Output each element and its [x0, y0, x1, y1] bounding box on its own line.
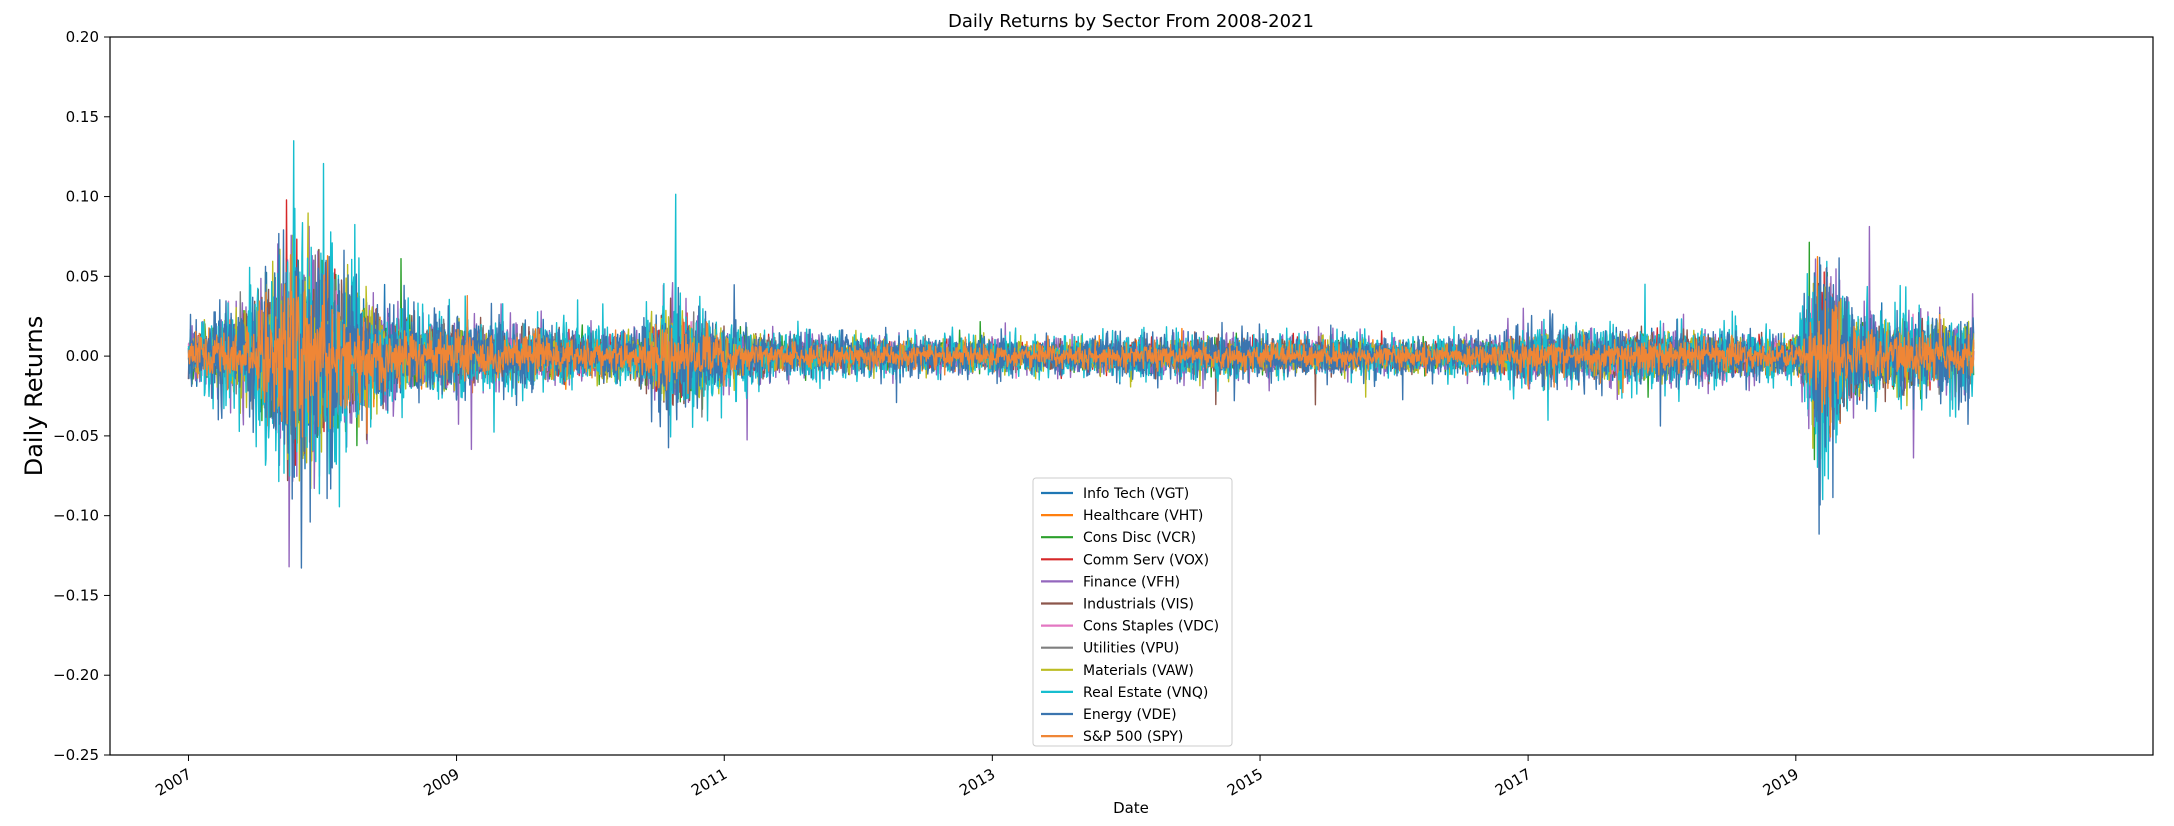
y-tick-label: −0.25	[53, 746, 99, 764]
legend-label: Industrials (VIS)	[1083, 597, 1194, 613]
series-line	[187, 254, 1975, 438]
x-tick-label: 2009	[420, 765, 462, 800]
x-axis: 2007 2009 2011 2013 2015 2017 2019	[152, 755, 1802, 800]
y-axis: 0.20 0.15 0.10 0.05 0.00 −0.05 −0.10 −0.15 −0.20…	[53, 28, 110, 764]
legend-label: Healthcare (VHT)	[1083, 508, 1203, 524]
legend: Info Tech (VGT) Healthcare (VHT) Cons Disc…	[1032, 477, 1233, 747]
legend-label: S&P 500 (SPY)	[1083, 729, 1183, 745]
y-tick-label: −0.20	[53, 666, 99, 684]
y-tick-label: 0.15	[66, 108, 99, 126]
x-tick-label: 2017	[1492, 765, 1534, 800]
legend-label: Comm Serv (VOX)	[1083, 552, 1209, 568]
legend-items: Info Tech (VGT) Healthcare (VHT) Cons Disc…	[1041, 486, 1219, 745]
y-axis-title: Daily Returns	[20, 316, 48, 477]
x-tick-label: 2011	[688, 765, 730, 800]
x-tick-label: 2019	[1760, 765, 1802, 800]
y-tick-label: 0.20	[66, 28, 99, 46]
y-tick-label: 0.00	[66, 347, 99, 365]
legend-label: Utilities (VPU)	[1083, 641, 1179, 657]
legend-box	[1032, 477, 1233, 747]
y-tick-label: 0.10	[66, 188, 99, 206]
legend-label: Energy (VDE)	[1083, 707, 1177, 723]
legend-label: Materials (VAW)	[1083, 663, 1194, 679]
y-tick-label: −0.05	[53, 427, 99, 445]
legend-label: Cons Disc (VCR)	[1083, 530, 1196, 546]
x-axis-title: Date	[1113, 799, 1149, 817]
y-tick-label: −0.15	[53, 586, 99, 604]
series-line	[187, 229, 1975, 569]
legend-label: Finance (VFH)	[1083, 574, 1180, 590]
plot-lines	[187, 140, 1975, 569]
chart-title: Daily Returns by Sector From 2008-2021	[948, 11, 1314, 32]
legend-label: Real Estate (VNQ)	[1083, 685, 1208, 701]
legend-label: Cons Staples (VDC)	[1083, 619, 1219, 635]
x-tick-label: 2007	[152, 765, 194, 800]
legend-label: Info Tech (VGT)	[1083, 486, 1189, 502]
x-tick-label: 2015	[1224, 765, 1266, 800]
x-tick-label: 2013	[956, 765, 998, 800]
y-tick-label: 0.05	[66, 267, 99, 285]
y-tick-label: −0.10	[53, 507, 99, 525]
plot-frame	[109, 36, 2154, 756]
